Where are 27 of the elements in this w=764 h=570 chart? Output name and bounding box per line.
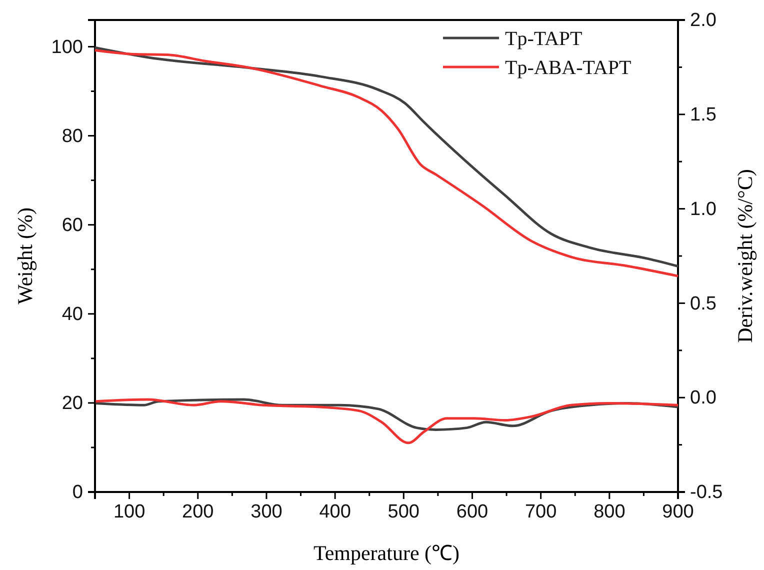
- legend-label: Tp-TAPT: [505, 28, 582, 50]
- y-tick-label: 20: [62, 393, 83, 414]
- y2-tick-label: 1.5: [690, 104, 716, 126]
- y2-tick-label: 0.5: [690, 293, 716, 314]
- y-tick-label: 100: [51, 36, 83, 58]
- x-tick-label: 900: [662, 501, 694, 522]
- y2-tick-label: 0.0: [690, 388, 716, 409]
- y-tick-label: 60: [62, 214, 83, 236]
- x-tick-label: 800: [594, 501, 626, 522]
- x-tick-label: 100: [113, 501, 146, 522]
- y-axis-title: Weight (%): [13, 208, 37, 304]
- y2-tick-label: 1.0: [690, 198, 716, 220]
- y-tick-label: 40: [62, 304, 83, 325]
- x-tick-label: 700: [524, 501, 557, 522]
- x-tick-label: 200: [182, 501, 214, 522]
- line-series: [94, 398, 680, 444]
- x-tick-label: 300: [250, 501, 282, 522]
- y2-tick-label: 2.0: [690, 10, 716, 32]
- x-axis-title: Temperature (℃): [313, 541, 460, 565]
- legend-label: Tp-ABA-TAPT: [505, 57, 632, 79]
- y2-axis-title: Deriv.weight (%/°C): [733, 169, 757, 343]
- y-tick-label: 0: [72, 482, 83, 504]
- x-tick-label: 500: [388, 501, 420, 522]
- x-tick-label: 600: [456, 501, 488, 522]
- y-tick-label: 80: [62, 126, 83, 147]
- x-tick-label: 400: [319, 501, 351, 522]
- y2-tick-label: -0.5: [690, 482, 723, 504]
